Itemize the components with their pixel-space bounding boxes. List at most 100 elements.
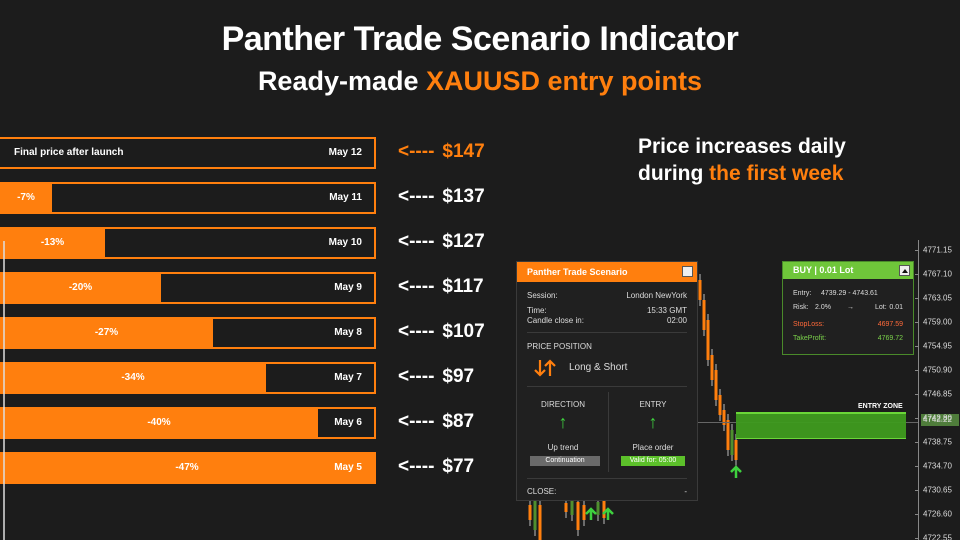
scenario-panel-header: Panther Trade Scenario [517, 262, 697, 282]
axis-tick-label: 4734.70 [923, 461, 952, 471]
axis-tick-label: 4750.90 [923, 365, 952, 375]
time-row: Time: 15:33 GMT [527, 306, 687, 315]
price-arrow: <---- [398, 456, 435, 477]
price-value: $117 [442, 276, 484, 297]
axis-tick-label: 4763.05 [923, 293, 952, 303]
bar-row: -40% May 6 [0, 407, 376, 439]
entry-value: Place order [632, 443, 674, 452]
candle-body [570, 500, 574, 515]
price-value: $77 [442, 456, 475, 477]
candle-body [538, 505, 542, 540]
session-value: London NewYork [626, 291, 687, 300]
buy-entry-row: Entry: 4739.29 - 4743.61 [793, 290, 903, 297]
long-short-icon [534, 359, 556, 377]
bar-date: May 6 [334, 417, 362, 428]
entry-arrow-icon: ↑ [648, 412, 658, 432]
axis-tick-label: 4754.95 [923, 341, 952, 351]
price-arrow: <---- [398, 186, 435, 207]
candle-body [722, 410, 726, 425]
panel-minimize-button[interactable] [682, 266, 693, 277]
bar-fill [0, 364, 266, 392]
axis-tick-label: 4738.75 [923, 437, 952, 447]
bar-date: May 5 [334, 462, 362, 473]
close-value: - [684, 487, 687, 496]
axis-tick [915, 466, 919, 467]
candle-body [718, 395, 722, 415]
price-value: $87 [442, 411, 475, 432]
scenario-panel: Panther Trade Scenario Session: London N… [516, 261, 698, 501]
axis-tick [915, 418, 919, 419]
daily-note-prefix: during [638, 162, 710, 185]
subtitle-prefix: Ready-made [257, 66, 427, 96]
axis-tick-label: 4771.15 [923, 245, 952, 255]
price-arrow: <---- [398, 141, 435, 162]
bar-date: May 7 [334, 372, 362, 383]
candle-body [726, 420, 730, 450]
price-arrow: <---- [398, 411, 435, 432]
close-label: CLOSE: [527, 487, 557, 496]
buy-lot-label: Lot: [875, 304, 887, 311]
bar-date: May 8 [334, 327, 362, 338]
bar-row: -20% May 9 [0, 272, 376, 304]
separator [527, 332, 687, 333]
axis-tick-label: 4742.80 [923, 413, 952, 423]
buy-panel-header: BUY | 0.01 Lot [783, 262, 913, 279]
axis-tick [915, 274, 919, 275]
page-subtitle: Ready-made XAUUSD entry points [0, 66, 960, 97]
bar-fill [0, 409, 318, 437]
price-item: <---- $147 [398, 141, 508, 163]
axis-tick [915, 538, 919, 539]
candle-body [698, 280, 702, 300]
buy-risk-label: Risk: [793, 304, 809, 311]
price-item: <---- $77 [398, 456, 508, 478]
takeprofit-value: 4769.72 [877, 335, 903, 342]
direction-pill: Continuation [530, 456, 600, 466]
candle-body [564, 503, 568, 512]
stoploss-label: StopLoss: [793, 321, 825, 328]
axis-tick [915, 298, 919, 299]
price-value: $97 [442, 366, 475, 387]
candle-body [533, 500, 537, 530]
buy-entry-label: Entry: [793, 290, 812, 297]
bar-fill [0, 229, 105, 257]
session-label: Session: [527, 291, 558, 300]
axis-tick [915, 346, 919, 347]
price-value: $107 [442, 321, 485, 342]
price-item: <---- $127 [398, 231, 508, 253]
bar-percent: -27% [94, 327, 119, 338]
daily-note-line2: during the first week [638, 160, 846, 187]
axis-tick-label: 4759.00 [923, 317, 952, 327]
price-arrow: <---- [398, 321, 435, 342]
daily-note: Price increases daily during the first w… [638, 133, 846, 187]
price-arrow: <---- [398, 276, 435, 297]
buy-panel-collapse-button[interactable] [899, 265, 910, 276]
bar-date: May 10 [328, 237, 362, 248]
buy-lot-value: 0.01 [889, 304, 903, 311]
buy-panel-title: BUY | 0.01 Lot [793, 265, 854, 275]
axis-tick-label: 4722.55 [923, 533, 952, 540]
price-axis: 4742.22 4771.15 4767.10 4763.05 4759.00 4754… [915, 240, 960, 540]
axis-tick [915, 394, 919, 395]
bar-date: May 9 [334, 282, 362, 293]
axis-tick-label: 4726.60 [923, 509, 952, 519]
bar-percent: -13% [40, 237, 65, 248]
bar-fill [0, 274, 161, 302]
scenario-panel-title: Panther Trade Scenario [527, 267, 628, 277]
buy-risk-value: 2.0% [815, 304, 831, 311]
entry-pill: Valid for: 05:00 [621, 456, 685, 466]
price-item: <---- $107 [398, 321, 508, 343]
subtitle-accent: XAUUSD entry points [426, 66, 703, 96]
bar-date: May 12 [328, 147, 362, 158]
bar-row: -13% May 10 [0, 227, 376, 259]
buy-takeprofit-row: TakeProfit: 4769.72 [793, 335, 903, 342]
price-item: <---- $97 [398, 366, 508, 388]
time-label: Time: [527, 306, 547, 315]
axis-tick-label: 4746.85 [923, 389, 952, 399]
bar-row: -7% May 11 [0, 182, 376, 214]
bar-fill [0, 454, 374, 482]
separator [527, 478, 687, 479]
axis-tick [915, 442, 919, 443]
buy-risk-row: Risk: 2.0% → Lot: 0.01 [793, 304, 903, 311]
direction-title: DIRECTION [541, 400, 585, 409]
takeprofit-label: TakeProfit: [793, 335, 827, 342]
